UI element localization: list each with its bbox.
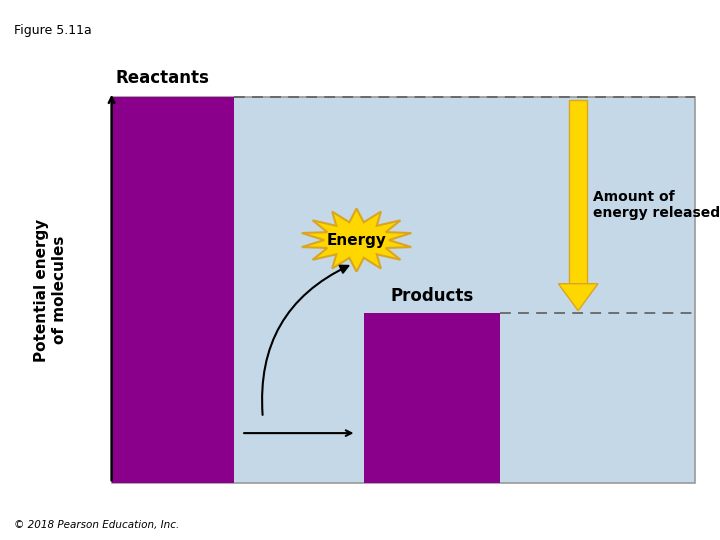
Text: Energy: Energy [327, 233, 387, 247]
Text: Reactants: Reactants [115, 70, 209, 87]
Text: Amount of
energy released: Amount of energy released [593, 190, 720, 220]
Text: © 2018 Pearson Education, Inc.: © 2018 Pearson Education, Inc. [14, 520, 180, 530]
Text: Products: Products [390, 287, 474, 305]
Text: Figure 5.11a: Figure 5.11a [14, 24, 92, 37]
Text: Potential energy
of molecules: Potential energy of molecules [34, 219, 66, 362]
Bar [112, 97, 695, 483]
Bar [364, 313, 500, 483]
Bar [112, 97, 234, 483]
Polygon shape [302, 208, 411, 272]
Polygon shape [559, 284, 598, 310]
Bar [570, 100, 588, 284]
FancyArrowPatch shape [262, 266, 348, 415]
